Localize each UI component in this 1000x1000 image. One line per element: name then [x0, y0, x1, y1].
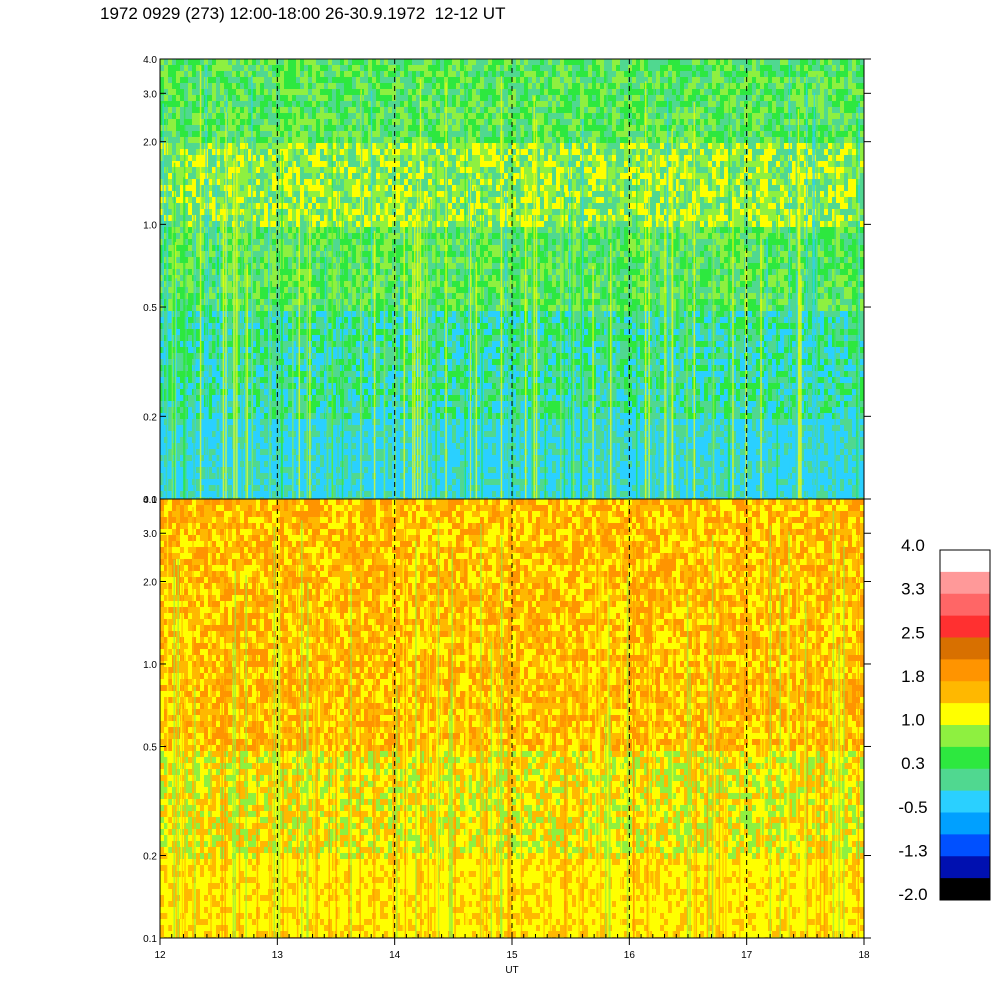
- colorbar-swatch: [940, 615, 990, 638]
- y-tick-label: 4.0: [143, 495, 157, 506]
- x-axis-label: UT: [505, 965, 518, 976]
- lower-panel: 0.1 0.2 0.5 1.0 2.0 3.0 4.0: [143, 495, 871, 945]
- y-tick-label: 1.0: [143, 220, 157, 231]
- colorbar-swatch: [940, 681, 990, 704]
- x-tick-label: 13: [272, 950, 284, 961]
- colorbar-swatch: [940, 725, 990, 748]
- y-tick-label: 0.5: [143, 303, 157, 314]
- y-tick-label: 3.0: [143, 89, 157, 100]
- y-tick-label: 0.1: [143, 495, 157, 506]
- y-tick-label: 4.0: [143, 55, 157, 66]
- colorbar-swatch: [940, 550, 990, 573]
- colorbar-swatch: [940, 856, 990, 879]
- y-tick-label: 2.0: [143, 138, 157, 149]
- colorbar-label: 1.8: [901, 667, 925, 686]
- colorbar-swatch: [940, 571, 990, 595]
- colorbar-swatch: [940, 746, 990, 770]
- colorbar-label: 1.0: [901, 711, 925, 730]
- x-tick-label: 14: [389, 950, 401, 961]
- y-tick-label: 0.5: [143, 742, 157, 753]
- x-tick-label: 18: [858, 950, 870, 961]
- axes-overlay: 12 13 14 15 16 17 18 UT: [154, 59, 870, 976]
- colorbar: 4.0 3.3 2.5 1.8 1.0 0.3 -0.5 -1.3 -2.0: [898, 536, 991, 904]
- colorbar-label: 3.3: [901, 580, 925, 599]
- colorbar-label: -1.3: [898, 841, 927, 860]
- colorbar-label: -2.0: [898, 885, 927, 904]
- colorbar-swatch: [940, 659, 990, 682]
- colorbar-swatch: [940, 790, 990, 813]
- y-tick-label: 1.0: [143, 660, 157, 671]
- colorbar-label: 4.0: [901, 536, 925, 555]
- y-tick-label: 3.0: [143, 529, 157, 540]
- colorbar-swatch: [940, 812, 990, 835]
- colorbar-label: -0.5: [898, 798, 927, 817]
- chart-title: 1972 0929 (273) 12:00-18:00 26-30.9.1972…: [100, 4, 505, 24]
- y-tick-label: 0.2: [143, 412, 157, 423]
- y-tick-label: 2.0: [143, 577, 157, 588]
- colorbar-swatch: [940, 768, 990, 792]
- colorbar-swatch: [940, 834, 990, 857]
- x-tick-label: 12: [154, 950, 166, 961]
- colorbar-swatch: [940, 703, 990, 726]
- upper-panel: 0.1 0.2 0.5 1.0 2.0 3.0 4.0: [143, 55, 871, 506]
- colorbar-swatch: [940, 878, 990, 901]
- x-tick-label: 16: [624, 950, 636, 961]
- x-tick-label: 17: [741, 950, 753, 961]
- colorbar-swatch: [940, 637, 990, 660]
- y-tick-label: 0.1: [143, 934, 157, 945]
- colorbar-label: 2.5: [901, 623, 925, 642]
- colorbar-label: 0.3: [901, 754, 925, 773]
- x-tick-label: 15: [506, 950, 518, 961]
- y-tick-label: 0.2: [143, 852, 157, 863]
- colorbar-swatch: [940, 593, 990, 617]
